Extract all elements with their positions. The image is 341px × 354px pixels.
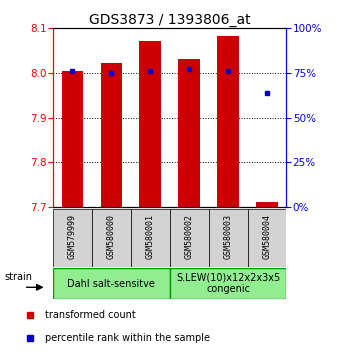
Bar [248,209,286,267]
Bar [217,36,239,207]
Bar [131,209,170,267]
Text: GSM580001: GSM580001 [146,215,155,259]
Bar [209,209,248,267]
Text: GSM579999: GSM579999 [68,215,77,259]
Bar [53,209,92,267]
Bar [170,268,286,299]
Text: GSM580003: GSM580003 [224,215,233,259]
Text: GSM580000: GSM580000 [107,215,116,259]
Text: transformed count: transformed count [45,309,136,320]
Text: Dahl salt-sensitve: Dahl salt-sensitve [67,279,155,289]
Text: GSM580002: GSM580002 [184,215,194,259]
Bar [53,268,170,299]
Text: S.LEW(10)x12x2x3x5
congenic: S.LEW(10)x12x2x3x5 congenic [176,273,280,295]
Bar [256,202,278,207]
Bar [178,59,200,207]
Text: GSM580004: GSM580004 [263,215,271,259]
Bar [62,71,83,207]
Bar [101,63,122,207]
Text: percentile rank within the sample: percentile rank within the sample [45,333,210,343]
Title: GDS3873 / 1393806_at: GDS3873 / 1393806_at [89,13,250,27]
Bar [139,41,161,207]
Bar [170,209,209,267]
Text: strain: strain [4,272,32,282]
Bar [92,209,131,267]
